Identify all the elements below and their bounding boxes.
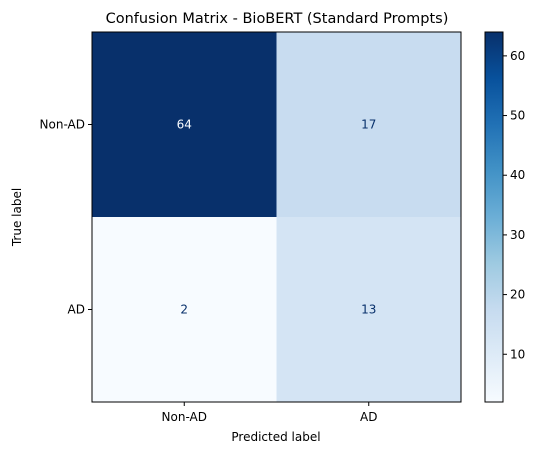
heatmap-cells <box>92 32 462 403</box>
colorbar-tick-label: 50 <box>510 109 525 123</box>
chart-title: Confusion Matrix - BioBERT (Standard Pro… <box>106 11 449 27</box>
colorbar-tick-label: 40 <box>510 168 525 182</box>
cell-value-labels: 64 17 2 13 <box>177 118 377 317</box>
x-axis-ticks: Non-AD AD <box>162 402 377 424</box>
cell-value-label: 17 <box>361 118 376 132</box>
cell-value-label: 13 <box>361 303 376 317</box>
x-axis-label: Predicted label <box>231 430 320 444</box>
y-axis-label: True label <box>10 188 24 247</box>
heatmap-cell <box>92 217 277 403</box>
colorbar <box>484 31 504 403</box>
y-axis-ticks: Non-AD AD <box>40 118 92 317</box>
plot-frame <box>91 31 462 403</box>
colorbar-tick-label: 20 <box>510 288 525 302</box>
colorbar-tick-label: 30 <box>510 228 525 242</box>
cell-value-label: 64 <box>177 118 192 132</box>
colorbar-tick-label: 60 <box>510 49 525 63</box>
y-tick-label: AD <box>68 303 85 317</box>
x-tick-label: AD <box>360 410 377 424</box>
cell-value-label: 2 <box>180 303 188 317</box>
heatmap-cell <box>276 32 462 218</box>
y-tick-label: Non-AD <box>40 118 85 132</box>
heatmap-cell <box>92 32 277 218</box>
colorbar-tick-label: 10 <box>510 347 525 361</box>
colorbar-ticks: 10 20 30 40 50 60 <box>503 49 525 361</box>
x-tick-label: Non-AD <box>162 410 207 424</box>
heatmap-cell <box>276 217 462 403</box>
